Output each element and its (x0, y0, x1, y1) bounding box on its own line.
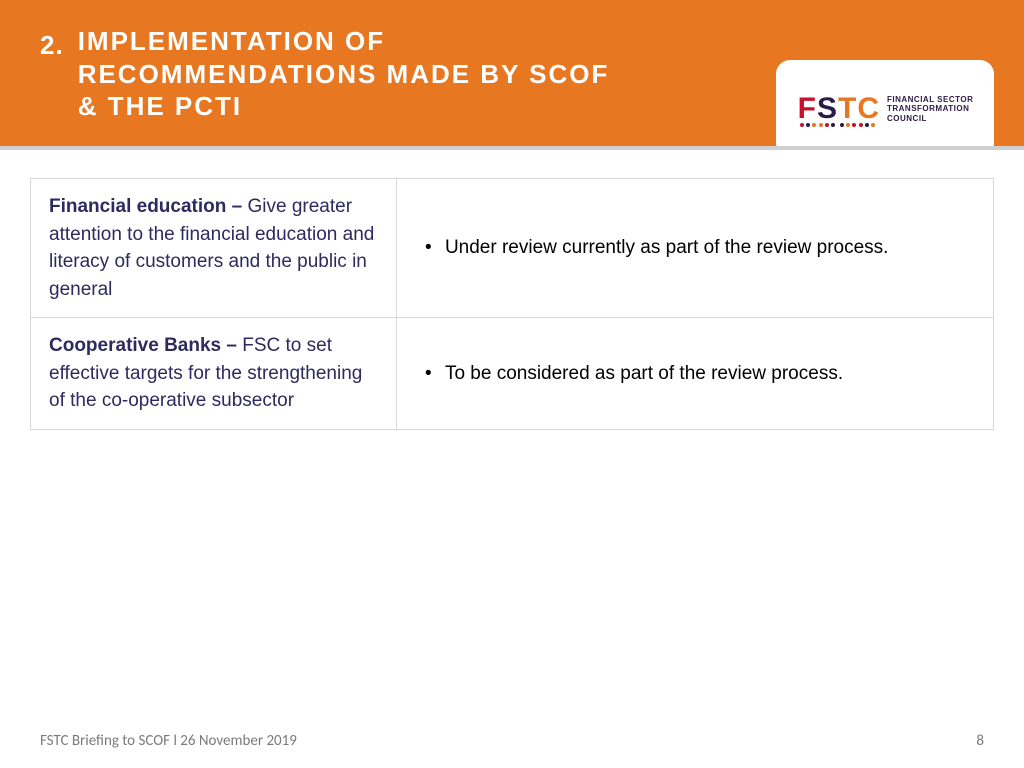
logo-letter-S: S (817, 94, 836, 124)
title-number: 2. (40, 30, 64, 61)
logo-letter-T: T (838, 94, 855, 124)
footer-left: FSTC Briefing to SCOF l 26 November 2019 (40, 732, 297, 750)
page-number: 8 (976, 732, 984, 750)
table-row: Cooperative Banks – FSC to set effective… (31, 318, 994, 430)
table-row: Financial education – Give greater atten… (31, 179, 994, 318)
logo-letter-C: C (857, 94, 878, 124)
logo-tagline-2: TRANSFORMATION (887, 104, 969, 113)
recommendations-table: Financial education – Give greater atten… (30, 178, 994, 430)
recommendation-heading: Cooperative Banks – (49, 335, 242, 356)
recommendation-cell: Cooperative Banks – FSC to set effective… (31, 318, 397, 430)
recommendation-heading: Financial education – (49, 196, 248, 217)
slide-title: IMPLEMENTATION OF RECOMMENDATIONS MADE B… (78, 25, 638, 123)
status-text: Under review currently as part of the re… (415, 234, 975, 262)
recommendation-cell: Financial education – Give greater atten… (31, 179, 397, 318)
status-text: To be considered as part of the review p… (415, 360, 975, 388)
logo-letter-F: F (798, 94, 815, 124)
logo-tagline-1: FINANCIAL SECTOR (887, 95, 973, 104)
slide-header: 2. IMPLEMENTATION OF RECOMMENDATIONS MAD… (0, 0, 1024, 148)
logo-tagline-3: COUNCIL (887, 114, 927, 123)
status-cell: To be considered as part of the review p… (396, 318, 993, 430)
content-area: Financial education – Give greater atten… (0, 148, 1024, 430)
fstc-logo: FSTC FINANCIAL SECTOR TRANSFORMATION COU… (797, 94, 974, 124)
status-cell: Under review currently as part of the re… (396, 179, 993, 318)
slide-footer: FSTC Briefing to SCOF l 26 November 2019… (40, 732, 984, 750)
logo-card: FSTC FINANCIAL SECTOR TRANSFORMATION COU… (776, 60, 994, 158)
